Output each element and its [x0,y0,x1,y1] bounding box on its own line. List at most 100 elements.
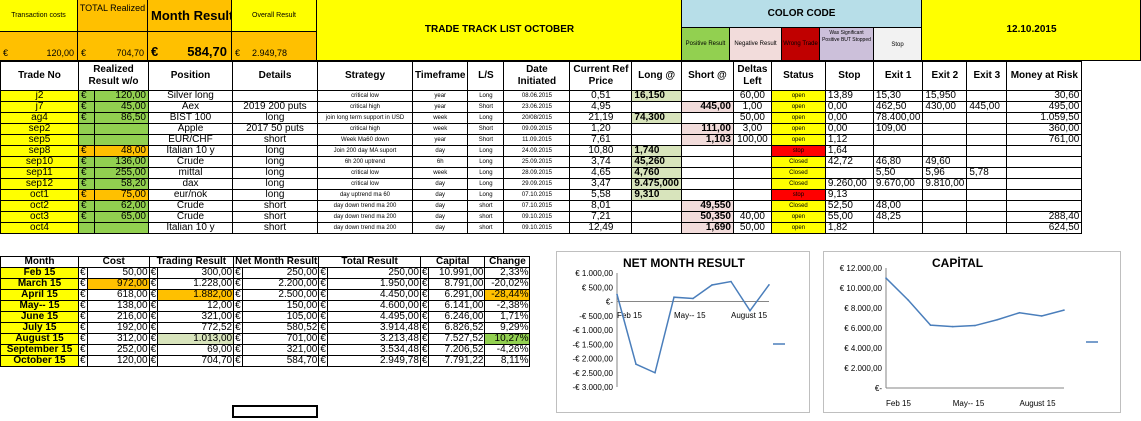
currency-cell[interactable]: € [318,300,328,312]
long-at-cell[interactable] [631,222,682,234]
exit-2-cell[interactable] [922,145,968,157]
currency-cell[interactable]: € [78,333,88,345]
exit-2-cell[interactable] [922,222,968,234]
currency-cell[interactable]: € [318,289,328,301]
change-cell[interactable]: 8,11% [484,355,531,367]
trading-result-cell[interactable]: 772,52 [157,322,235,334]
currency-cell[interactable]: € [78,156,95,168]
date-initiated-cell[interactable]: 11.09.2015 [503,134,571,146]
change-cell[interactable]: 2,33% [484,267,531,279]
timeframe-cell[interactable]: day [411,145,469,157]
exit-1-cell[interactable]: 46,80 [872,156,924,168]
strategy-cell[interactable]: critical high [317,123,413,135]
details-cell[interactable]: short [232,134,318,146]
status-cell[interactable]: open [770,211,826,223]
stop-cell[interactable]: 52,50 [824,200,874,212]
exit-3-cell[interactable] [966,200,1008,212]
status-cell[interactable]: Closed [770,156,826,168]
ls-cell[interactable]: short [467,211,505,223]
exit-1-cell[interactable]: 15,30 [872,90,924,102]
table-row[interactable]: j2 €120,00 Silver long critical low year Long… [0,90,1083,102]
capital-cell[interactable]: 6.826,52 [428,322,486,334]
table-row[interactable]: August 15 €312,00 €1.013,00 €701,00 €3.213,4… [0,333,531,345]
month-result-value[interactable]: € 584,70 [148,32,232,61]
currency-cell[interactable]: € [78,90,95,102]
ref-price-cell[interactable]: 12,49 [569,222,633,234]
total-result-cell[interactable]: 3.914,48 [326,322,421,334]
ref-price-cell[interactable]: 7,61 [569,134,633,146]
change-cell[interactable]: 10,27% [484,333,531,345]
table-row[interactable]: j7 €45,00 Aex 2019 200 puts critical high yea… [0,101,1083,113]
trade-no-cell[interactable]: sep10 [0,156,79,168]
exit-3-cell[interactable]: 445,00 [966,101,1008,113]
total-result-cell[interactable]: 3.213,48 [326,333,421,345]
currency-cell[interactable]: € [233,344,244,356]
currency-cell[interactable]: € [233,267,244,279]
ref-price-cell[interactable]: 4,95 [569,101,633,113]
trade-no-cell[interactable]: j2 [0,90,79,102]
timeframe-cell[interactable]: day [411,178,469,190]
transaction-costs-value[interactable]: € 120,00 [0,32,78,61]
date-initiated-cell[interactable]: 08.06.2015 [503,90,571,102]
ls-cell[interactable]: Long [467,90,505,102]
total-realized-value[interactable]: € 704,70 [78,32,148,61]
realized-result-cell[interactable]: 65,00 [94,211,149,223]
table-row[interactable]: ag4 €86,50 BIST 100 long join long term supp… [0,112,1083,124]
date-initiated-cell[interactable]: 09.09.2015 [503,123,571,135]
date-initiated-cell[interactable]: 09.10.2015 [503,211,571,223]
currency-cell[interactable]: € [148,322,159,334]
net-month-result-cell[interactable]: 105,00 [242,311,320,323]
timeframe-cell[interactable]: week [411,167,469,179]
deltas-left-cell[interactable]: 100,00 [732,134,772,146]
net-month-result-cell[interactable]: 580,52 [242,322,320,334]
timeframe-cell[interactable]: day [411,189,469,201]
long-at-cell[interactable]: 9.475,000 [631,178,682,190]
status-cell[interactable]: open [770,134,826,146]
cost-cell[interactable]: 50,00 [86,267,150,279]
money-at-risk-cell[interactable]: 624,50 [1006,222,1083,234]
table-row[interactable]: sep8 €48,00 Italian 10 y long Join 200 day M… [0,145,1083,157]
selected-cell[interactable] [232,405,318,418]
deltas-left-cell[interactable]: 60,00 [732,90,772,102]
table-row[interactable]: May-- 15 €138,00 €12,00 €150,00 €4.600,00 €6.… [0,300,531,312]
cost-cell[interactable]: 120,00 [86,355,150,367]
ref-price-cell[interactable]: 5,58 [569,189,633,201]
capital-cell[interactable]: 8.791,00 [428,278,486,290]
short-at-cell[interactable] [680,90,734,102]
capital-cell[interactable]: 6.291,00 [428,289,486,301]
position-cell[interactable]: Crude [148,156,233,168]
ref-price-cell[interactable]: 8,01 [569,200,633,212]
overall-result-value[interactable]: € 2.949,78 [232,32,317,61]
currency-cell[interactable]: € [78,101,95,113]
strategy-cell[interactable]: day down trend ma 200 [317,222,413,234]
currency-cell[interactable]: € [78,311,88,323]
currency-cell[interactable]: € [148,333,159,345]
long-at-cell[interactable]: 9,310 [631,189,682,201]
currency-cell[interactable]: € [318,267,328,279]
short-at-cell[interactable]: 49,550 [680,200,734,212]
currency-cell[interactable]: € [419,311,430,323]
exit-3-cell[interactable] [966,112,1008,124]
short-at-cell[interactable] [680,178,734,190]
date-initiated-cell[interactable]: 28.09.2015 [503,167,571,179]
trade-no-cell[interactable]: sep12 [0,178,79,190]
date-initiated-cell[interactable]: 23.06.2015 [503,101,571,113]
currency-cell[interactable]: € [148,267,159,279]
ls-cell[interactable]: Long [467,145,505,157]
money-at-risk-cell[interactable] [1006,200,1083,212]
details-cell[interactable]: short [232,200,318,212]
status-cell[interactable]: open [770,101,826,113]
currency-cell[interactable]: € [148,278,159,290]
table-row[interactable]: September 15 €252,00 €69,00 €321,00 €3.534,4… [0,344,531,356]
long-at-cell[interactable] [631,134,682,146]
deltas-left-cell[interactable] [732,145,772,157]
exit-2-cell[interactable]: 15,950 [922,90,968,102]
change-cell[interactable]: -4,26% [484,344,531,356]
position-cell[interactable]: Italian 10 y [148,222,233,234]
exit-1-cell[interactable]: 78.400,00 [872,112,924,124]
long-at-cell[interactable]: 45,260 [631,156,682,168]
trade-no-cell[interactable]: sep2 [0,123,79,135]
ls-cell[interactable]: short [467,200,505,212]
strategy-cell[interactable]: critical low [317,178,413,190]
long-at-cell[interactable] [631,101,682,113]
